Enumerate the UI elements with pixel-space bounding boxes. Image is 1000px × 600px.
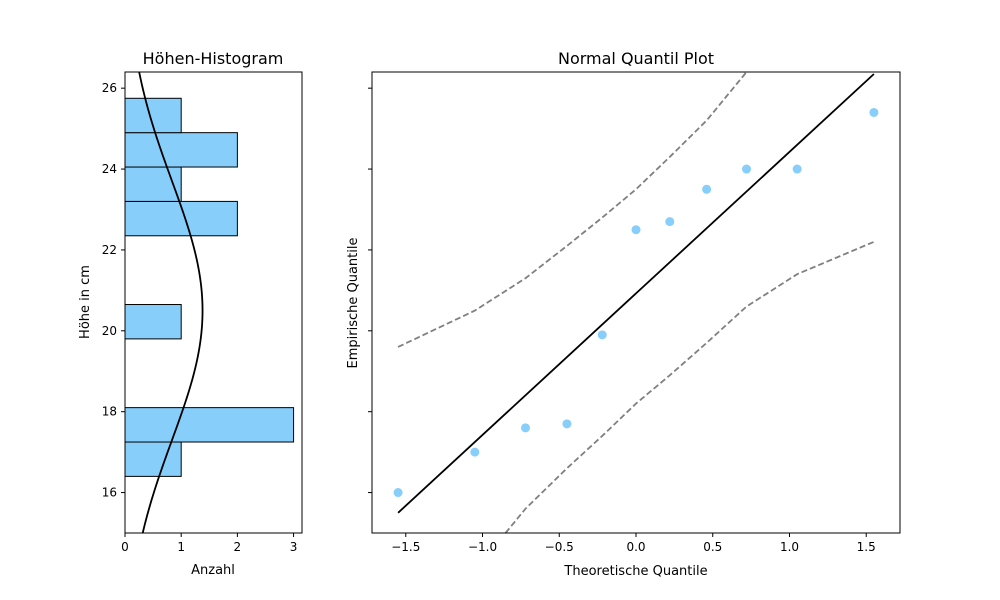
qq-point bbox=[742, 164, 752, 174]
x-tick-label: 2 bbox=[234, 540, 242, 554]
qq-point bbox=[562, 419, 572, 429]
y-tick-label: 20 bbox=[102, 324, 117, 338]
x-tick-label: −1.5 bbox=[391, 540, 420, 554]
qq-x-ticks: −1.5 −1.0 −0.5 0.0 0.5 1.0 1.5 bbox=[391, 533, 876, 554]
x-tick-label: 3 bbox=[290, 540, 298, 554]
qq-title: Normal Quantil Plot bbox=[558, 49, 714, 68]
x-tick-label: −0.5 bbox=[545, 540, 574, 554]
qq-point bbox=[792, 164, 802, 174]
x-tick-label: 0.5 bbox=[703, 540, 722, 554]
qq-points bbox=[393, 107, 879, 498]
qq-panel: Normal Quantil Plot −1.5 −1.0 −0.5 0.0 0.5 1.… bbox=[346, 49, 901, 579]
histogram-x-ticks: 0 1 2 3 bbox=[121, 533, 297, 554]
histogram-y-label: Höhe in cm bbox=[78, 265, 93, 339]
y-tick-label: 22 bbox=[102, 243, 117, 257]
histogram-x-label: Anzahl bbox=[191, 563, 235, 578]
qq-point bbox=[869, 107, 879, 117]
histogram-bar bbox=[124, 304, 182, 340]
qq-y-ticks bbox=[368, 87, 372, 494]
density-curve bbox=[138, 71, 204, 534]
y-tick-label: 24 bbox=[102, 162, 117, 176]
histogram-frame bbox=[124, 71, 303, 534]
qq-point bbox=[597, 330, 607, 340]
qq-point bbox=[470, 447, 480, 457]
qq-y-label: Empirische Quantile bbox=[346, 238, 361, 369]
reference-line bbox=[397, 73, 875, 514]
x-tick-label: −1.0 bbox=[468, 540, 497, 554]
histogram-bar bbox=[124, 441, 182, 477]
x-tick-label: 1.0 bbox=[780, 540, 799, 554]
qq-point bbox=[702, 184, 712, 194]
y-tick-label: 16 bbox=[102, 486, 117, 500]
qq-point bbox=[520, 423, 530, 433]
y-tick-label: 18 bbox=[102, 405, 117, 419]
histogram-title: Höhen-Histogram bbox=[143, 49, 284, 68]
x-tick-label: 1 bbox=[177, 540, 185, 554]
histogram-bar bbox=[124, 166, 182, 202]
x-tick-label: 1.5 bbox=[857, 540, 876, 554]
histogram-bar bbox=[124, 97, 182, 134]
y-tick-label: 26 bbox=[102, 81, 117, 95]
qq-point bbox=[665, 217, 675, 227]
histogram-bar bbox=[124, 407, 295, 443]
qq-point bbox=[393, 488, 403, 498]
histogram-y-ticks: 16 18 20 22 24 26 bbox=[102, 81, 125, 500]
x-tick-label: 0.0 bbox=[626, 540, 645, 554]
confidence-band-upper bbox=[397, 72, 748, 348]
qq-point bbox=[631, 225, 641, 235]
x-tick-label: 0 bbox=[121, 540, 129, 554]
confidence-band-lower bbox=[504, 241, 875, 533]
histogram-panel: Höhen-Histogram 0 1 2 3 16 18 20 22 24 26 Anzahl… bbox=[78, 49, 303, 578]
histogram-bar bbox=[124, 132, 238, 168]
histogram-bars bbox=[124, 97, 295, 477]
qq-x-label: Theoretische Quantile bbox=[563, 564, 707, 579]
